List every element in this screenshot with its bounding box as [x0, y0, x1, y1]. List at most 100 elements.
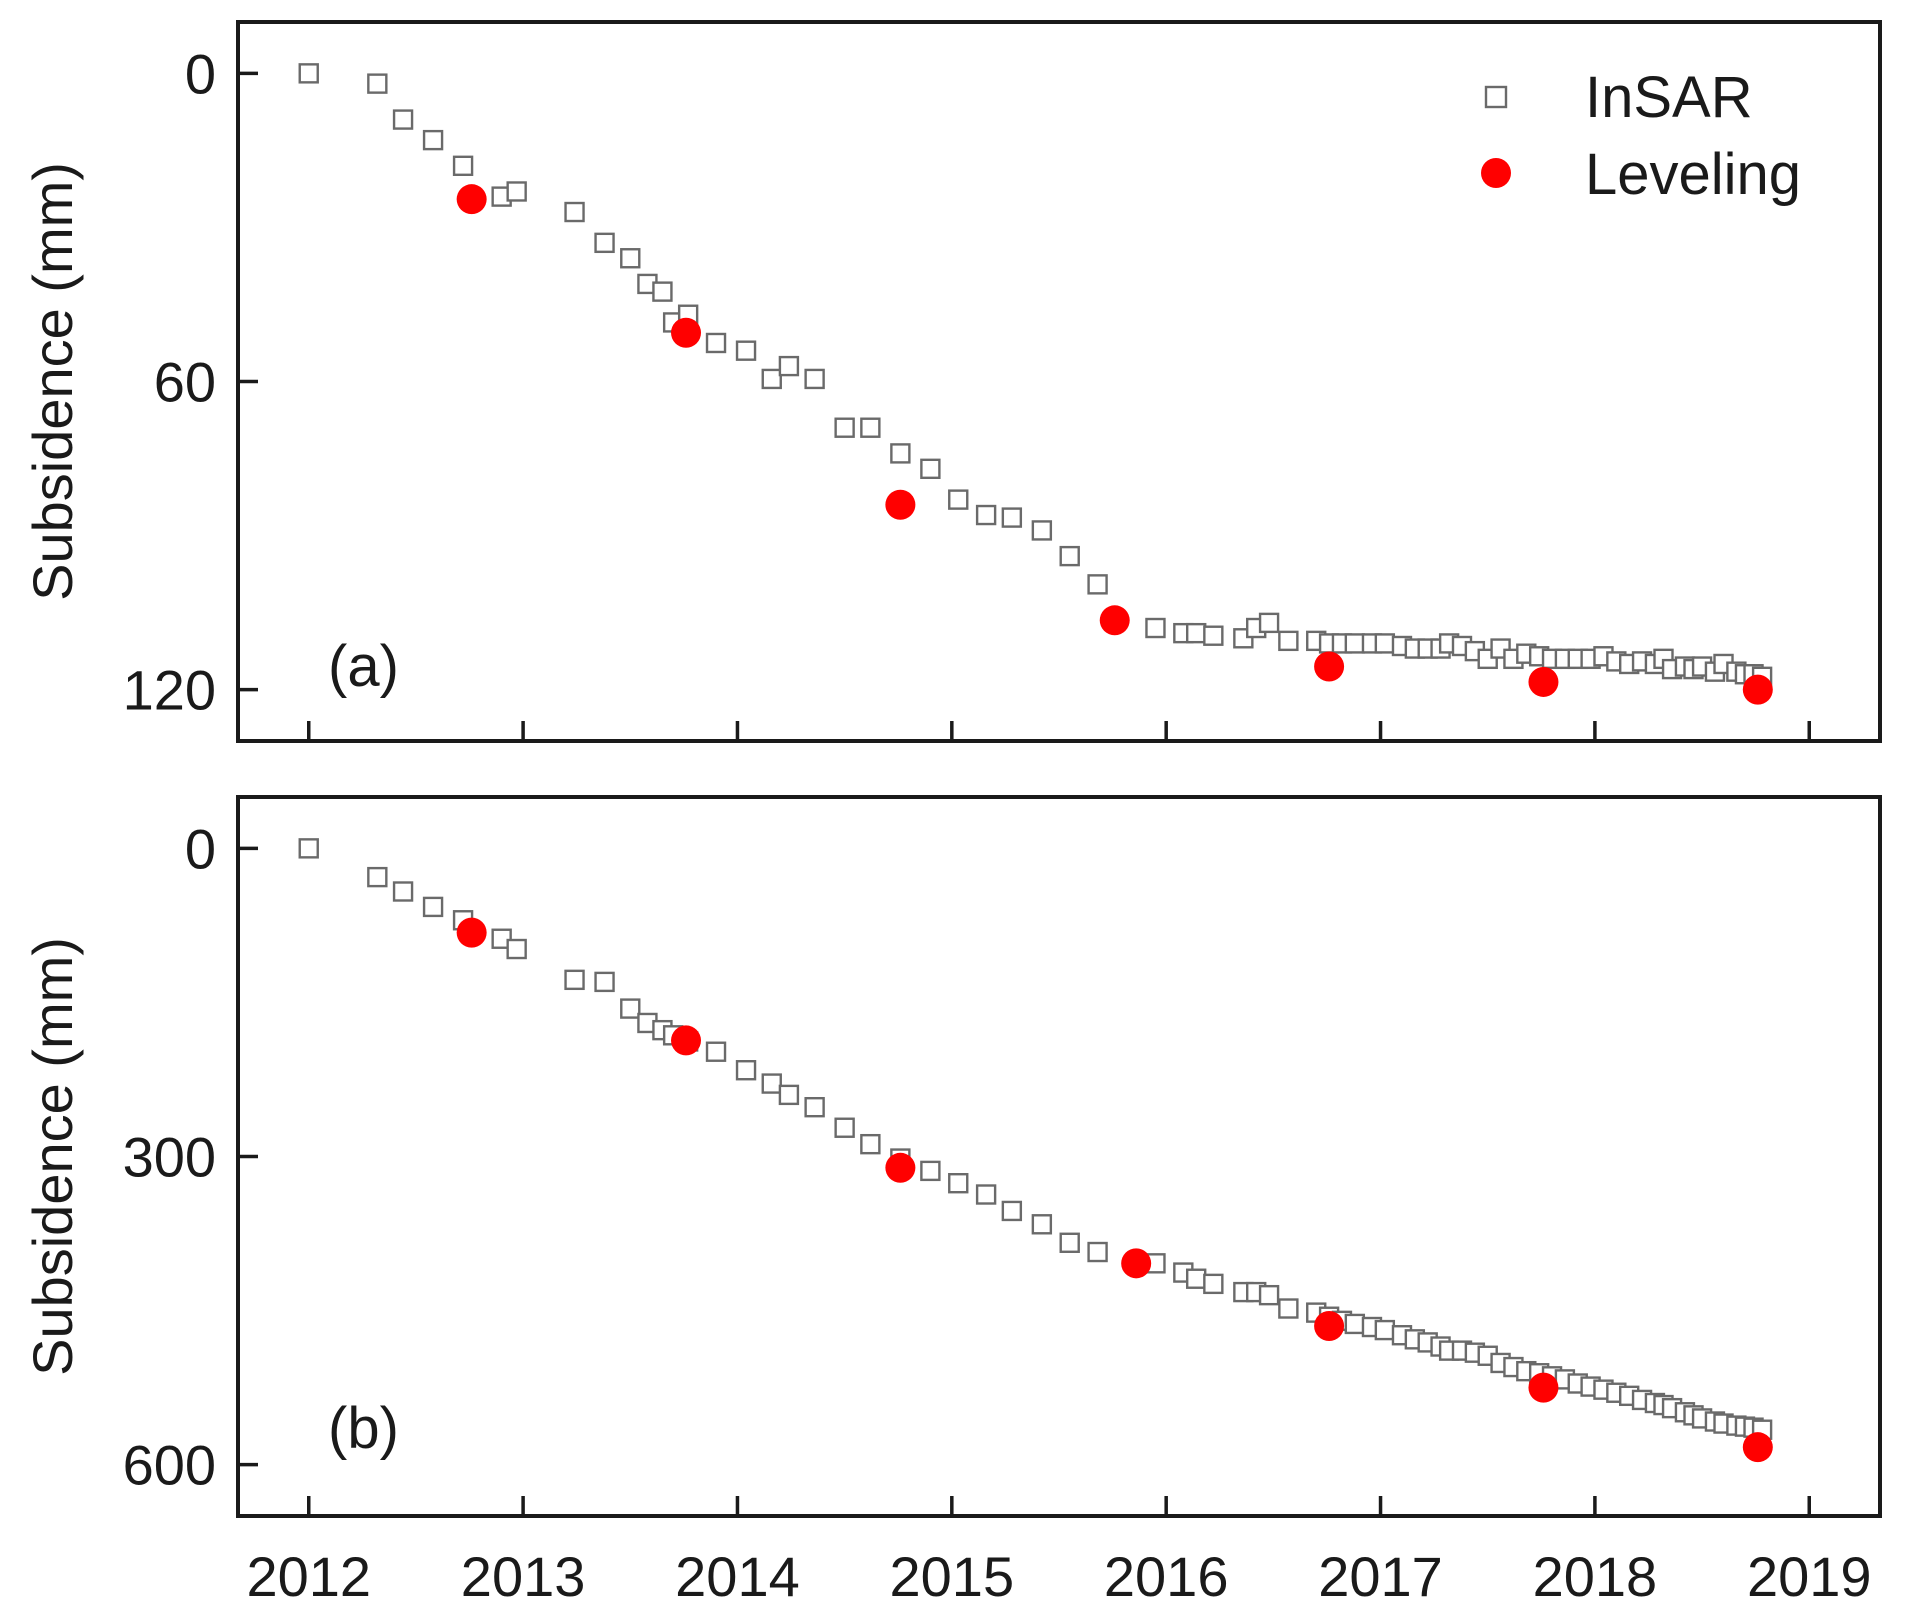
insar-point — [778, 355, 800, 377]
insar-point — [1059, 1232, 1080, 1253]
insar-point — [422, 896, 444, 918]
leveling-point — [885, 1152, 916, 1183]
insar-point — [594, 232, 615, 254]
insar-point — [761, 1073, 782, 1094]
leveling-point — [671, 317, 702, 348]
panel-label: (b) — [328, 1396, 399, 1461]
insar-point — [860, 1133, 881, 1155]
insar-point — [860, 417, 881, 438]
leveling-point — [456, 184, 487, 215]
insar-point — [735, 1060, 757, 1081]
insar-point — [620, 248, 641, 269]
legend-insar-label: InSAR — [1585, 65, 1753, 130]
insar-point — [452, 155, 474, 177]
leveling-point — [1528, 1372, 1559, 1403]
y-tick-label: 0 — [185, 817, 216, 880]
y-tick-label: 60 — [154, 351, 216, 414]
leveling-point — [1742, 1432, 1773, 1463]
insar-point — [1185, 622, 1207, 644]
insar-point — [1278, 1298, 1299, 1319]
insar-point — [948, 1173, 969, 1194]
insar-point — [1374, 633, 1396, 654]
y-tick-label: 300 — [123, 1126, 216, 1189]
y-axis-title: Subsidence (mm) — [21, 937, 84, 1376]
legend: InSAR Leveling — [1481, 65, 1801, 207]
insar-point — [705, 1041, 727, 1062]
panel-b: 2012 2013 2014 2015 2016 2017 2018 2019 0 300 600 S… — [21, 795, 1882, 1608]
insar-point — [392, 109, 414, 130]
insar-point — [594, 971, 615, 993]
x-tick-label: 2017 — [1318, 1545, 1443, 1608]
leveling-point — [1314, 1310, 1345, 1341]
insar-point — [620, 998, 641, 1019]
series-leveling — [456, 917, 1773, 1463]
series-insar — [298, 63, 1773, 688]
insar-point — [1001, 507, 1023, 528]
y-tick-label: 120 — [123, 659, 216, 722]
leveling-point — [1099, 605, 1130, 636]
insar-point — [506, 181, 527, 202]
insar-point — [1087, 1241, 1108, 1263]
insar-point — [1087, 574, 1108, 595]
leveling-point — [671, 1025, 702, 1056]
insar-point — [1278, 630, 1299, 652]
leveling-point — [456, 917, 487, 948]
insar-point — [804, 368, 825, 390]
insar-point — [564, 201, 585, 223]
insar-point — [761, 368, 782, 390]
leveling-point — [1742, 674, 1773, 705]
insar-point — [735, 340, 757, 361]
insar-point — [422, 129, 444, 151]
insar-point — [705, 332, 727, 354]
x-tick-label: 2013 — [461, 1545, 586, 1608]
insar-point — [890, 443, 911, 464]
x-tick-label: 2016 — [1104, 1545, 1229, 1608]
insar-point — [392, 881, 414, 902]
insar-point — [834, 417, 855, 438]
insar-point — [1344, 633, 1366, 654]
x-tick-label: 2018 — [1533, 1545, 1658, 1608]
x-tick-label: 2015 — [890, 1545, 1015, 1608]
insar-point — [1001, 1200, 1023, 1222]
insar-point — [975, 1184, 997, 1205]
y-tick-label: 0 — [185, 42, 216, 105]
insar-point — [506, 938, 527, 960]
insar-point — [1031, 520, 1053, 541]
legend-insar-marker — [1484, 85, 1508, 109]
insar-point — [1344, 1313, 1366, 1335]
insar-point — [1059, 545, 1080, 567]
leveling-point — [1528, 666, 1559, 697]
insar-point — [298, 63, 319, 84]
insar-point — [491, 928, 512, 949]
insar-point — [1258, 1284, 1280, 1306]
insar-point — [1374, 1319, 1396, 1341]
insar-point — [1145, 617, 1166, 639]
leveling-point — [1121, 1248, 1152, 1279]
insar-point — [1203, 625, 1224, 646]
insar-point — [652, 281, 673, 302]
insar-point — [920, 1160, 941, 1182]
insar-point — [564, 969, 585, 991]
legend-leveling-marker — [1481, 158, 1511, 188]
insar-point — [1185, 1268, 1207, 1289]
insar-point — [367, 866, 388, 888]
insar-point — [804, 1096, 825, 1118]
x-tick-label: 2019 — [1747, 1545, 1872, 1608]
insar-point — [367, 73, 388, 94]
x-tick-label: 2014 — [675, 1545, 800, 1608]
leveling-point — [1314, 651, 1345, 682]
insar-point — [1258, 612, 1280, 634]
x-tick-label: 2012 — [246, 1545, 371, 1608]
insar-point — [948, 489, 969, 510]
y-axis-title: Subsidence (mm) — [21, 162, 84, 601]
series-leveling — [456, 184, 1773, 705]
legend-leveling-label: Leveling — [1585, 142, 1801, 207]
panel-label: (a) — [328, 634, 399, 699]
y-tick-label: 600 — [123, 1434, 216, 1497]
insar-point — [834, 1117, 855, 1138]
insar-point — [778, 1084, 800, 1106]
insar-point — [920, 458, 941, 480]
insar-point — [1031, 1214, 1053, 1235]
insar-point — [298, 838, 319, 859]
